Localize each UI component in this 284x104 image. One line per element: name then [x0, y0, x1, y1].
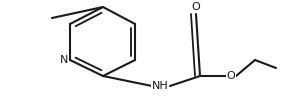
Text: N: N [60, 55, 68, 65]
Text: O: O [192, 2, 201, 12]
Text: O: O [227, 71, 235, 81]
Text: NH: NH [152, 81, 168, 91]
